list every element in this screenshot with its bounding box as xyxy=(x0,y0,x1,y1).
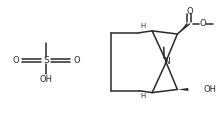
Text: S: S xyxy=(43,56,49,65)
Text: H: H xyxy=(140,93,146,99)
Text: OH: OH xyxy=(39,75,53,84)
Polygon shape xyxy=(178,88,188,91)
Text: H: H xyxy=(140,23,146,29)
Text: O: O xyxy=(12,56,19,65)
Text: O: O xyxy=(199,19,206,28)
Text: O: O xyxy=(73,56,80,65)
Polygon shape xyxy=(178,22,187,34)
Text: N: N xyxy=(163,57,170,66)
Text: O: O xyxy=(186,7,193,16)
Text: OH: OH xyxy=(204,85,217,94)
